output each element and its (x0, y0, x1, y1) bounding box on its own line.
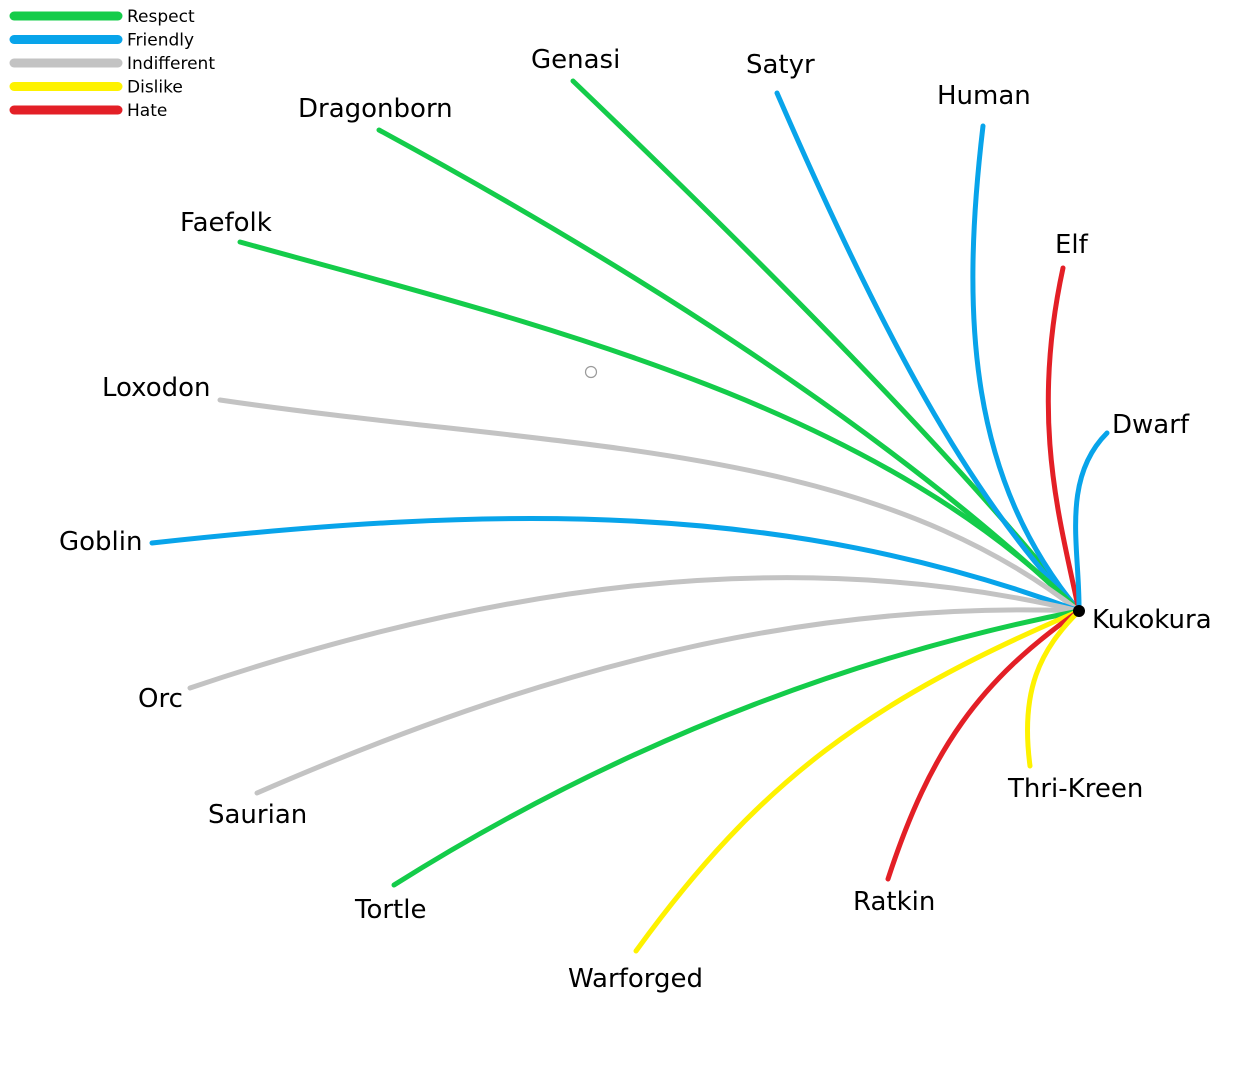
race-label-loxodon: Loxodon (102, 373, 211, 403)
race-label-dwarf: Dwarf (1112, 410, 1190, 440)
race-label-satyr: Satyr (746, 50, 815, 80)
edge-ratkin (885, 608, 1082, 882)
edge-elf (1045, 265, 1082, 614)
edge-faefolk (237, 239, 1082, 614)
legend: Respect Friendly Indifferent Dislike Hate (9, 7, 215, 121)
edge-dragonborn (376, 127, 1082, 614)
edge-saurian (254, 607, 1082, 796)
hub-label: Kukokura (1092, 605, 1212, 635)
race-label-thri-kreen: Thri-Kreen (1007, 774, 1143, 804)
edge-orc (187, 575, 1082, 691)
edge-tortle (391, 608, 1082, 888)
race-label-tortle: Tortle (354, 895, 426, 925)
race-label-ratkin: Ratkin (853, 887, 935, 917)
legend-label-respect: Respect (127, 7, 195, 27)
race-label-warforged: Warforged (568, 964, 703, 994)
race-label-saurian: Saurian (208, 800, 307, 830)
hub-node (1073, 605, 1085, 617)
relationship-edges (149, 78, 1110, 954)
edge-goblin (149, 516, 1082, 614)
legend-label-hate: Hate (127, 101, 167, 121)
edge-loxodon (217, 397, 1082, 614)
edge-dwarf (1073, 430, 1110, 614)
edge-satyr (774, 90, 1082, 614)
edge-genasi (570, 78, 1082, 614)
race-label-elf: Elf (1055, 230, 1089, 260)
race-label-genasi: Genasi (531, 45, 620, 75)
edge-human (970, 123, 1082, 614)
edge-warforged (633, 608, 1082, 954)
legend-label-indifferent: Indifferent (127, 54, 215, 74)
race-label-faefolk: Faefolk (180, 208, 272, 238)
race-labels: Genasi Satyr Human Dragonborn Faefolk Elf Loxo… (59, 45, 1190, 994)
race-label-dragonborn: Dragonborn (298, 94, 453, 124)
race-label-goblin: Goblin (59, 527, 142, 557)
legend-label-dislike: Dislike (127, 78, 183, 98)
cursor-ring-icon (584, 365, 598, 379)
race-label-human: Human (937, 81, 1031, 111)
edge-thri-kreen (1025, 608, 1082, 769)
legend-label-friendly: Friendly (127, 31, 194, 51)
race-label-orc: Orc (138, 684, 183, 714)
